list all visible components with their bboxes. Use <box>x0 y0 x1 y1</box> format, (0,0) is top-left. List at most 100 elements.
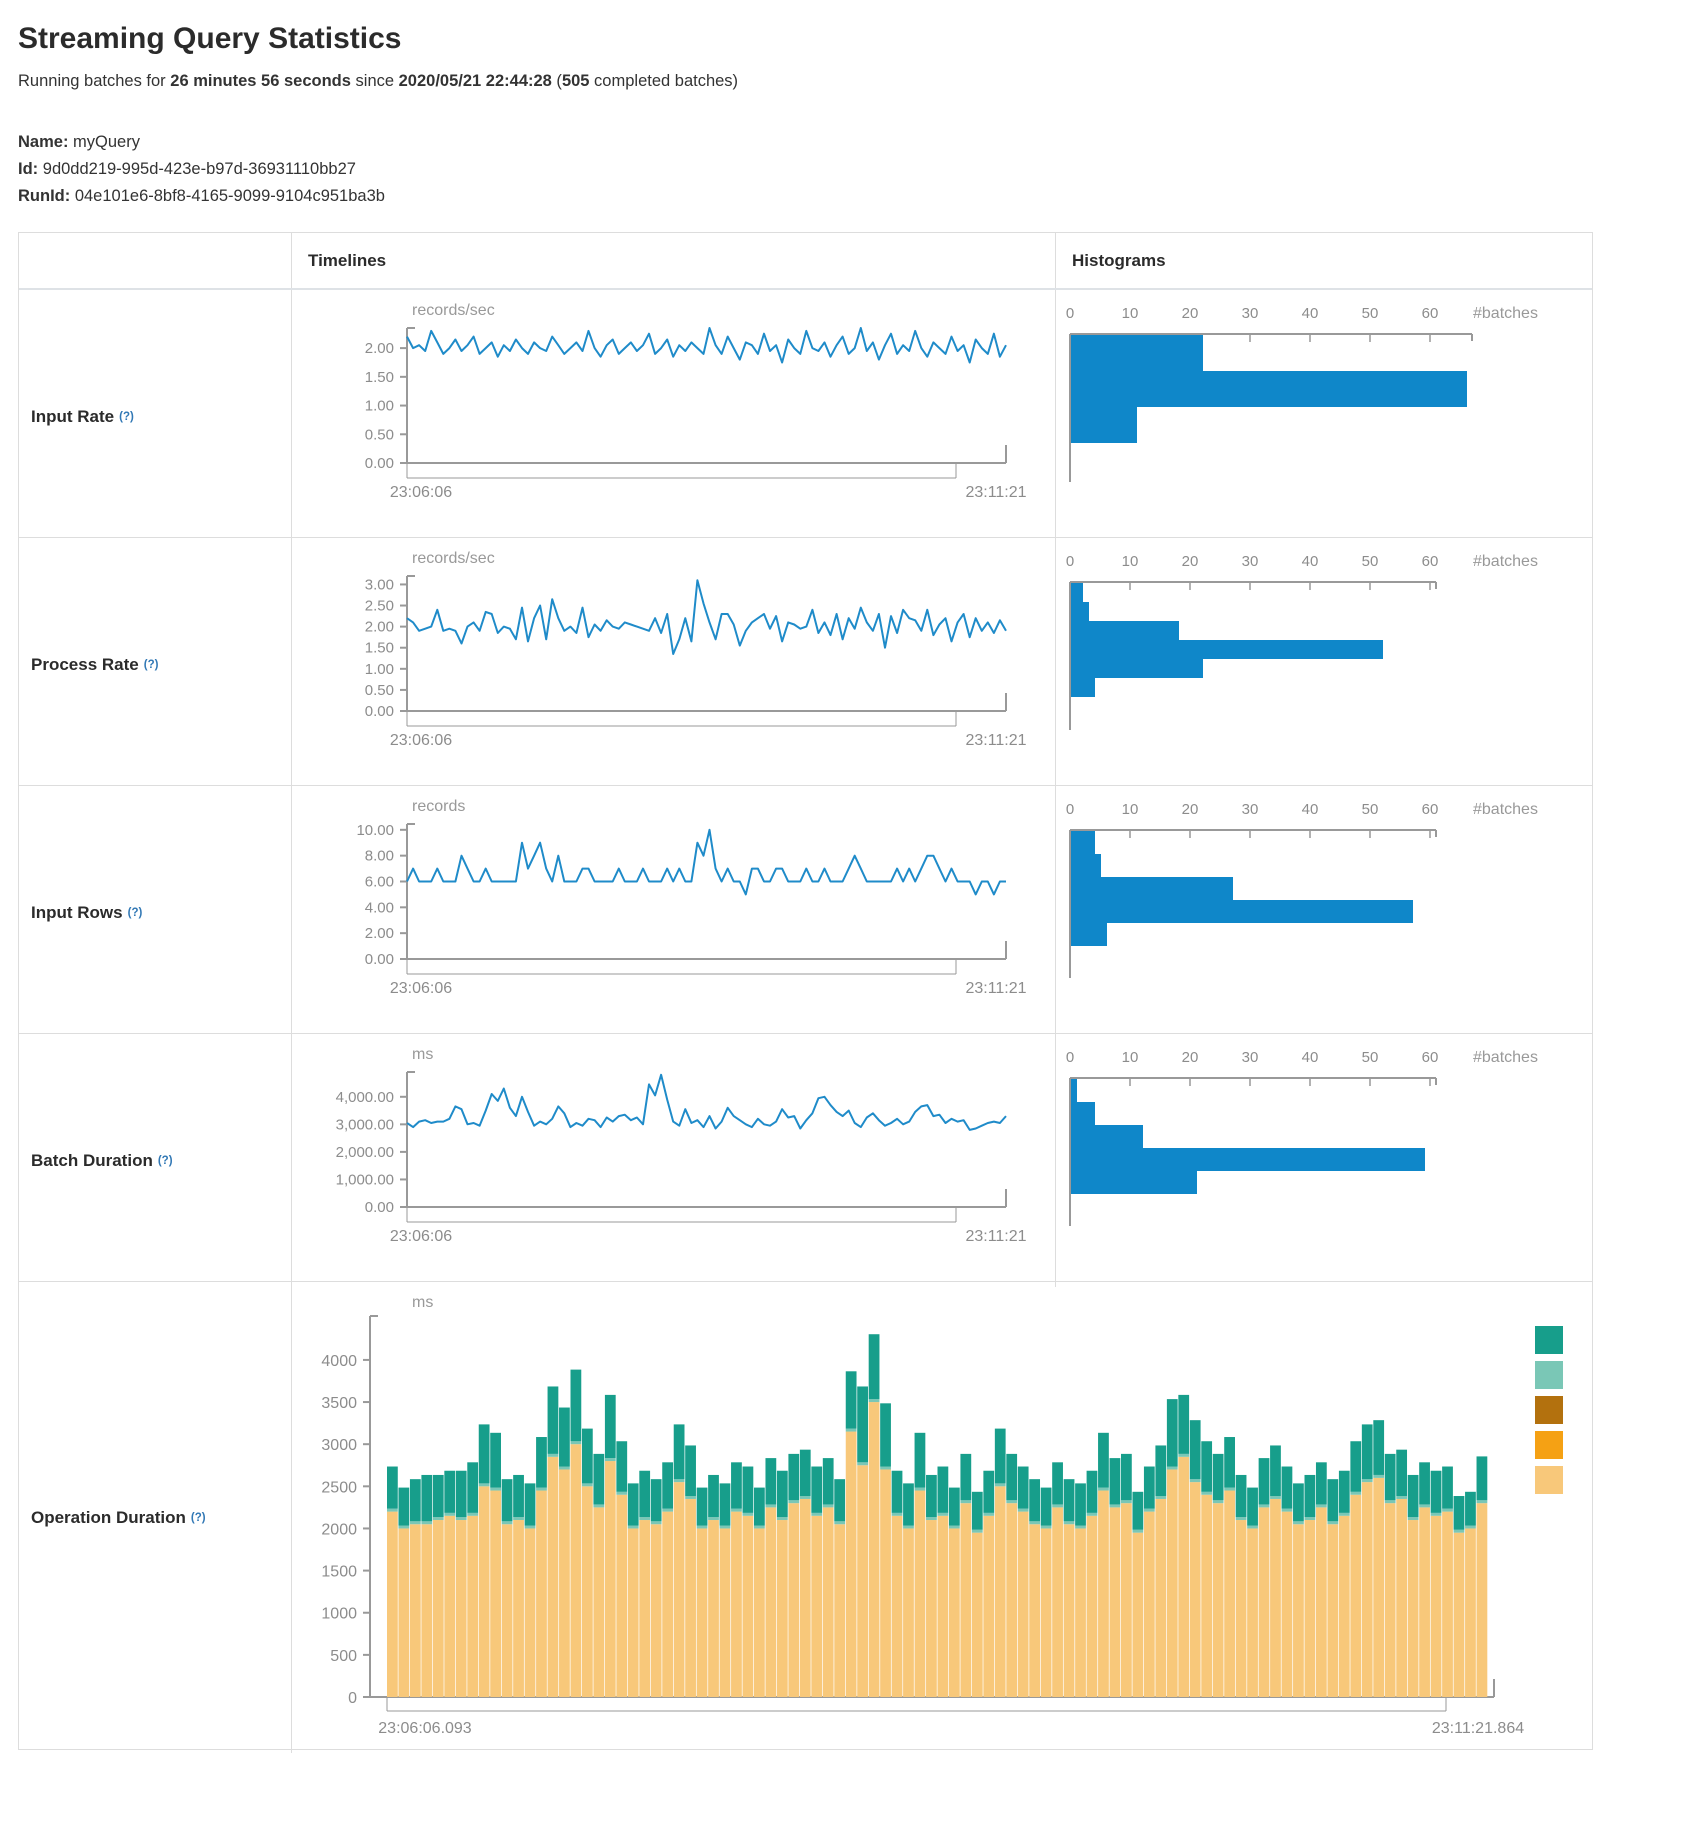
stacked-chart-svg: 4000 3500 3000 2500 2000 1500 1000 500 0 23:06:06… <box>321 1315 1563 1737</box>
stacked-bar-segment <box>387 1466 398 1509</box>
stacked-bar-segment <box>834 1479 846 1522</box>
axis-tick-label: 0.00 <box>365 951 394 968</box>
stacked-bar-segment <box>799 1449 811 1497</box>
stacked-bar-segment <box>639 1517 651 1521</box>
stacked-bar-segment <box>971 1491 983 1530</box>
stacked-bar-segment <box>811 1512 823 1516</box>
stacked-bar-segment <box>467 1462 479 1513</box>
stacked-bar-segment <box>432 1474 444 1518</box>
process-rate-help-icon[interactable]: (?) <box>143 658 159 671</box>
stacked-bar-segment <box>1453 1496 1465 1530</box>
stacked-bar-segment <box>1315 1462 1327 1505</box>
stacked-bar-segment <box>765 1504 777 1508</box>
row-label-text: Operation Duration <box>31 1507 186 1527</box>
axis-tick-label: 50 <box>1362 1049 1379 1066</box>
stacked-bar-segment <box>662 1462 674 1509</box>
axis-tick-label: 500 <box>330 1648 357 1665</box>
stacked-bar-segment <box>811 1515 823 1697</box>
stacked-bar-segment <box>650 1479 662 1522</box>
stacked-bar-segment <box>490 1487 501 1491</box>
stacked-bar-segment <box>1212 1500 1224 1504</box>
stacked-bar-segment <box>1121 1500 1132 1504</box>
input-rate-label: Input Rate (?) <box>19 290 292 543</box>
axis-tick-label: 60 <box>1422 1049 1439 1066</box>
stacked-bar-segment <box>1166 1399 1178 1467</box>
stacked-bar-segment <box>1419 1504 1430 1508</box>
stacked-bar-segment <box>708 1517 719 1521</box>
stacked-bar-segment <box>1063 1524 1075 1697</box>
stacked-bar-segment <box>547 1456 559 1697</box>
stacked-bar-segment <box>1476 1503 1488 1697</box>
batch-duration-help-icon[interactable]: (?) <box>157 1154 173 1167</box>
axis-tick-label: 23:11:21 <box>965 484 1026 501</box>
subtitle-paren: ( <box>551 72 562 90</box>
stacked-bar-segment <box>1327 1524 1339 1697</box>
histogram-bar <box>1071 1102 1095 1125</box>
stacked-bar-segment <box>1235 1474 1247 1518</box>
axis-tick-label: 3,000.00 <box>336 1116 394 1133</box>
histogram-bar <box>1071 621 1179 640</box>
stacked-bar-segment <box>765 1507 777 1697</box>
stacked-bar-segment <box>1178 1456 1190 1697</box>
stacked-bar-segment <box>478 1424 490 1484</box>
stacked-bar-segment <box>776 1520 788 1697</box>
stacked-bar-segment <box>673 1479 685 1483</box>
stacked-bar-segment <box>1040 1525 1052 1529</box>
stacked-bar-segment <box>1052 1507 1063 1697</box>
stacked-bar-segment <box>627 1483 639 1526</box>
operation-duration-help-icon[interactable]: (?) <box>190 1511 206 1524</box>
histogram-bar <box>1071 1171 1197 1194</box>
input-rows-help-icon[interactable]: (?) <box>127 906 143 919</box>
axis-tick-label: 1.50 <box>365 369 394 386</box>
histogram-bar <box>1071 659 1203 678</box>
legend-swatch-2 <box>1535 1396 1563 1424</box>
stacked-bar-segment <box>696 1487 708 1526</box>
stacked-bar-segment <box>1132 1491 1144 1530</box>
stacked-bar-segment <box>822 1507 834 1697</box>
input-rows-histogram-chart: 0 10 20 30 40 50 60 <box>1056 786 1592 1039</box>
batch-duration-histogram-chart: 0 10 20 30 40 50 60 <box>1056 1034 1592 1287</box>
stacked-bar-segment <box>1166 1466 1178 1470</box>
axis-tick-label: 0 <box>1066 305 1074 322</box>
stacked-bar-segment <box>960 1503 972 1697</box>
stacked-bar-segment <box>731 1462 742 1509</box>
stacked-bar-segment <box>845 1428 857 1432</box>
stacked-bars <box>387 1334 1488 1697</box>
axis-tick-label: 23:11:21.864 <box>1432 1720 1524 1737</box>
stacked-bar-segment <box>994 1486 1006 1697</box>
stacked-bar-segment <box>490 1432 501 1488</box>
stacked-bar-segment <box>547 1453 559 1457</box>
stacked-bar-segment <box>948 1525 960 1529</box>
axis-tick-label: 0.50 <box>365 682 394 699</box>
stacked-bar-segment <box>398 1525 410 1529</box>
histogram-axes <box>1069 333 1473 482</box>
stacked-bar-segment <box>501 1479 513 1522</box>
stacked-bar-segment <box>765 1458 777 1505</box>
process-rate-timeline-chart: 3.00 2.50 2.00 1.50 1.00 0.50 0.00 23:06:06 23:1… <box>292 538 1055 791</box>
stacked-bar-segment <box>788 1503 800 1697</box>
stacked-bar-segment <box>776 1470 788 1518</box>
stacked-bar-segment <box>547 1386 559 1454</box>
stacked-bar-segment <box>524 1525 536 1529</box>
axis-tick-label: 23:11:21 <box>965 1228 1026 1245</box>
stacked-bar-segment <box>937 1515 949 1697</box>
timeline-line-series <box>406 579 1007 655</box>
stacked-bar-segment <box>1075 1528 1086 1697</box>
axis-tick-label: 60 <box>1422 801 1439 818</box>
stacked-bar-segment <box>387 1508 398 1512</box>
operation-duration-label: Operation Duration (?) <box>19 1282 292 1753</box>
histogram-bars <box>1071 1079 1425 1194</box>
stacked-bar-segment <box>1407 1517 1419 1521</box>
stacked-bar-segment <box>1442 1508 1453 1512</box>
input-rate-help-icon[interactable]: (?) <box>119 410 134 423</box>
stacked-bar-segment <box>1212 1453 1224 1501</box>
stacked-bar-segment <box>1396 1449 1408 1497</box>
header-histograms: Histograms <box>1072 250 1166 270</box>
stacked-bar-segment <box>1006 1500 1018 1504</box>
histogram-bar <box>1071 1125 1143 1148</box>
stacked-bar-segment <box>983 1515 995 1697</box>
axis-tick-label: 20 <box>1182 305 1199 322</box>
stacked-bar-segment <box>1442 1466 1453 1509</box>
axis-tick-label: 0 <box>1066 553 1074 570</box>
query-name-label: Name: <box>18 133 69 151</box>
